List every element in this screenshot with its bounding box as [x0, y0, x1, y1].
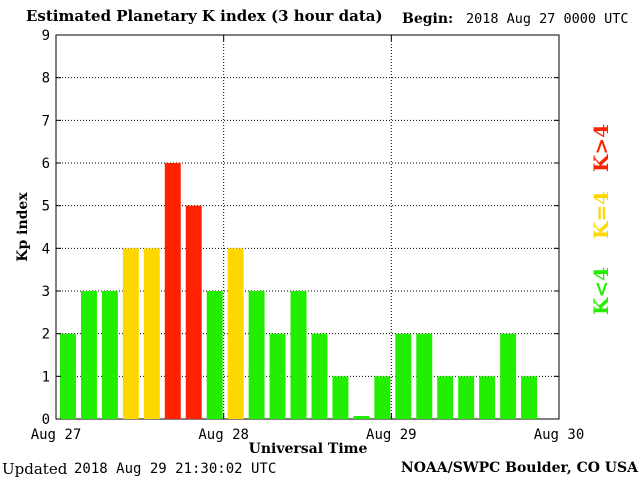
kp-bar — [122, 248, 139, 419]
kp-bar — [290, 291, 307, 419]
x-axis-label: Universal Time — [249, 441, 368, 457]
y-tick-label: 8 — [42, 71, 50, 87]
updated-timestamp: 2018 Aug 29 21:30:02 UTC — [74, 461, 277, 477]
kp-bar — [416, 333, 433, 419]
x-tick-label: Aug 29 — [366, 427, 417, 443]
kp-bar — [437, 376, 454, 419]
legend-entry: K>4 — [589, 124, 613, 172]
y-tick-label: 7 — [42, 113, 50, 129]
kp-bar — [311, 333, 328, 419]
kp-bar — [60, 333, 76, 419]
y-tick-label: 4 — [42, 241, 50, 257]
kp-bar — [479, 376, 496, 419]
kp-bar — [395, 333, 412, 419]
kp-bar — [164, 163, 181, 419]
y-axis-label: Kp index — [15, 192, 31, 262]
kp-bar — [248, 291, 265, 419]
legend-entry: K<4 — [589, 267, 613, 315]
y-tick-label: 3 — [42, 284, 50, 300]
kp-bar — [374, 376, 391, 419]
y-tick-label: 0 — [42, 412, 50, 428]
kp-bar — [227, 248, 244, 419]
kp-bar — [458, 376, 475, 419]
updated-label: Updated — [2, 460, 68, 478]
begin-value: 2018 Aug 27 0000 UTC — [466, 11, 629, 27]
legend: K<4 K=4 K>4 — [589, 124, 613, 315]
y-tick-label: 1 — [42, 369, 50, 385]
kp-bar — [101, 291, 118, 419]
y-tick-label: 2 — [42, 327, 50, 343]
grid-lines — [56, 35, 559, 419]
x-tick-label: Aug 30 — [534, 427, 585, 443]
source-credit: NOAA/SWPC Boulder, CO USA — [400, 460, 638, 476]
y-axis: 0 1 2 3 4 5 6 7 8 9 — [42, 28, 559, 428]
kp-bar — [143, 248, 160, 419]
x-tick-label: Aug 27 — [31, 427, 82, 443]
bar-series — [60, 163, 538, 419]
kp-bar — [332, 376, 349, 419]
kp-bar — [500, 333, 517, 419]
kp-bar — [80, 291, 97, 419]
chart-title: Estimated Planetary K index (3 hour data… — [26, 7, 383, 25]
y-tick-label: 9 — [42, 28, 50, 44]
x-tick-label: Aug 28 — [198, 427, 249, 443]
kp-bar — [269, 333, 286, 419]
y-tick-label: 5 — [42, 199, 50, 215]
kp-bar — [206, 291, 223, 419]
kp-bar — [353, 416, 370, 419]
plot-area — [55, 34, 560, 420]
kp-bar — [185, 205, 202, 419]
y-tick-label: 6 — [42, 156, 50, 172]
legend-entry: K=4 — [589, 191, 613, 239]
begin-label: Begin: — [402, 11, 454, 27]
x-axis: Aug 27 Aug 28 Aug 29 Aug 30 — [31, 35, 585, 443]
kp-bar — [521, 376, 538, 419]
